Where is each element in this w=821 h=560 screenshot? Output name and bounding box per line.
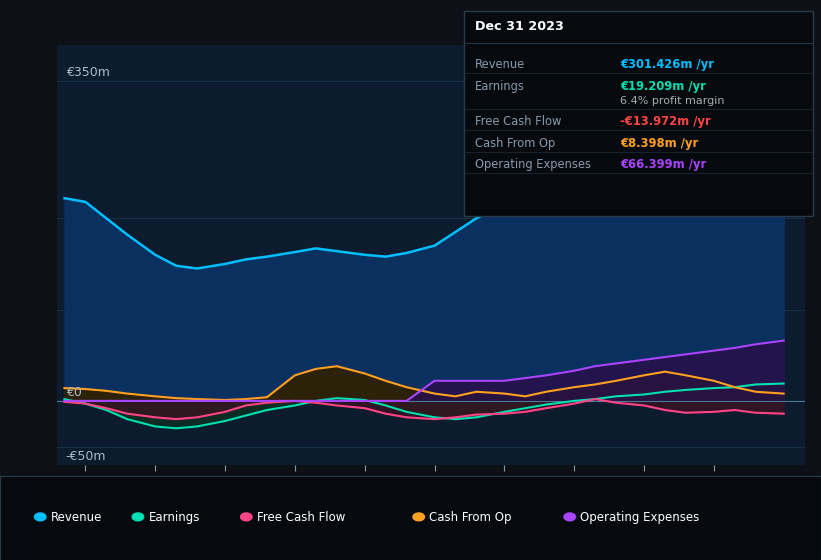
Text: €66.399m /yr: €66.399m /yr xyxy=(620,158,706,171)
Text: Revenue: Revenue xyxy=(51,511,103,524)
Text: Free Cash Flow: Free Cash Flow xyxy=(257,511,346,524)
Text: Operating Expenses: Operating Expenses xyxy=(475,158,590,171)
Text: Revenue: Revenue xyxy=(475,58,525,71)
Text: Earnings: Earnings xyxy=(475,80,525,92)
Text: €0: €0 xyxy=(66,386,82,399)
Text: €8.398m /yr: €8.398m /yr xyxy=(620,137,698,150)
Text: €19.209m /yr: €19.209m /yr xyxy=(620,80,706,92)
Text: Free Cash Flow: Free Cash Flow xyxy=(475,115,561,128)
Text: €350m: €350m xyxy=(66,66,110,78)
Text: Earnings: Earnings xyxy=(149,511,200,524)
Text: Cash From Op: Cash From Op xyxy=(429,511,511,524)
Text: -€13.972m /yr: -€13.972m /yr xyxy=(620,115,711,128)
Text: -€50m: -€50m xyxy=(66,450,107,463)
Text: Operating Expenses: Operating Expenses xyxy=(580,511,699,524)
Text: Cash From Op: Cash From Op xyxy=(475,137,555,150)
Text: Dec 31 2023: Dec 31 2023 xyxy=(475,20,563,33)
Text: €301.426m /yr: €301.426m /yr xyxy=(620,58,713,71)
Text: 6.4% profit margin: 6.4% profit margin xyxy=(620,96,724,106)
